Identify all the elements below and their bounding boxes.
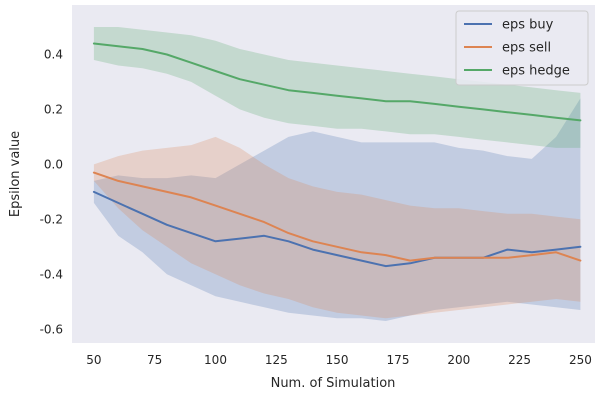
x-tick-label: 75 [147, 353, 162, 367]
x-tick-label: 150 [326, 353, 349, 367]
legend: eps buy eps sell eps hedge [455, 10, 589, 86]
legend-label-eps-hedge: eps hedge [502, 64, 570, 79]
line-eps-buy [92, 190, 582, 268]
legend-box [455, 10, 589, 86]
x-tick-label: 250 [569, 353, 592, 367]
band-eps-hedge [93, 27, 581, 148]
y-axis-ticks: -0.6 -0.4 -0.2 0.0 0.2 0.4 [40, 48, 63, 337]
band-eps-buy [93, 98, 581, 322]
x-tick-label: 225 [508, 353, 531, 367]
band-eps-sell [93, 136, 581, 319]
y-tick-label: 0.2 [44, 102, 63, 116]
x-axis-label: Num. of Simulation [271, 376, 396, 391]
x-tick-label: 50 [86, 353, 101, 367]
x-tick-label: 100 [204, 353, 227, 367]
line-eps-hedge [92, 42, 582, 122]
legend-label-eps-buy: eps buy [502, 18, 554, 33]
x-axis-ticks: 50 75 100 125 150 175 200 225 250 [86, 353, 592, 367]
y-tick-label: -0.4 [40, 267, 63, 281]
y-tick-label: 0.4 [44, 48, 63, 62]
line-eps-sell [92, 171, 582, 262]
y-axis-label: Epsilon value [8, 131, 23, 217]
legend-label-eps-sell: eps sell [502, 41, 551, 56]
x-tick-label: 200 [447, 353, 470, 367]
y-tick-label: -0.2 [40, 212, 63, 226]
x-tick-label: 175 [387, 353, 410, 367]
y-tick-label: -0.6 [40, 322, 63, 336]
series-lines [92, 42, 582, 268]
x-tick-label: 125 [265, 353, 288, 367]
confidence-bands [93, 27, 581, 322]
y-tick-label: 0.0 [44, 157, 63, 171]
